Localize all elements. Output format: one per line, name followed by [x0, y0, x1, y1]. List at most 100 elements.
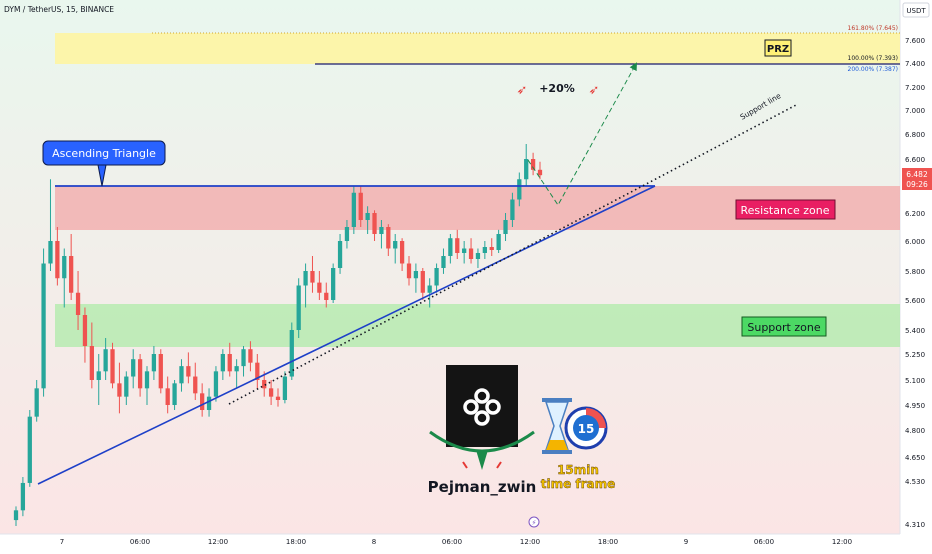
price-tick-label: 4.800	[905, 427, 925, 435]
timeframe-line2: time frame	[541, 477, 616, 491]
hourglass-icon	[542, 398, 572, 454]
candle-body	[399, 241, 405, 264]
time-tick-label: 06:00	[754, 538, 774, 546]
candle-body	[62, 256, 67, 279]
price-tick-label: 4.950	[905, 402, 925, 410]
fib-1618-label: 161.80% (7.645)	[848, 25, 898, 32]
candle-body	[82, 315, 88, 346]
time-tick-label: 06:00	[442, 538, 462, 546]
candle-body	[537, 169, 543, 176]
time-tick-label: 8	[372, 538, 376, 546]
candle-body	[386, 227, 391, 249]
candle-body	[441, 256, 446, 268]
time-tick-label: 18:00	[598, 538, 618, 546]
candle-body	[482, 247, 487, 253]
rocket-icon-right: ➶	[589, 83, 600, 98]
price-tick-label: 5.800	[905, 268, 925, 276]
symbol-header: DYM / TetherUS, 15, BINANCE	[4, 5, 114, 14]
time-tick-label: 18:00	[286, 538, 306, 546]
price-tick-label: 4.650	[905, 454, 925, 462]
fib-100-label: 100.00% (7.393)	[848, 55, 898, 62]
plot-background	[0, 0, 900, 534]
candle-body	[503, 220, 508, 234]
candle-body	[275, 396, 281, 400]
candle-body	[20, 482, 26, 511]
candle-body	[179, 366, 184, 384]
candle-body	[331, 268, 336, 300]
candle-body	[517, 179, 522, 200]
candle-body	[393, 241, 398, 249]
candle-body	[337, 241, 343, 268]
price-tick-label: 6.800	[905, 131, 925, 139]
target-gain-label: +20%	[539, 82, 575, 95]
candle-body	[496, 234, 501, 250]
price-tick-label: 5.600	[905, 297, 925, 305]
rocket-icon: ➶	[517, 83, 528, 98]
prz-zone	[55, 33, 900, 64]
candle-body	[530, 159, 536, 170]
time-tick-label: 9	[684, 538, 688, 546]
candle-body	[213, 371, 219, 397]
time-axis-ticks: 7 06:00 12:00 18:00 8 06:00 12:00 18:00 9 06:00 12…	[60, 538, 852, 546]
candle-body	[144, 371, 150, 389]
candle-body	[241, 349, 246, 367]
candle-body	[89, 346, 94, 380]
candle-body	[282, 376, 288, 400]
price-tick-label: 5.250	[905, 351, 925, 359]
candle-body	[427, 285, 432, 293]
candle-body	[255, 362, 260, 380]
candle-body	[34, 388, 39, 417]
fib-200-label: 200.00% (7.387)	[848, 66, 898, 73]
price-tick-label: 7.600	[905, 37, 925, 45]
price-tick-label: 7.000	[905, 107, 925, 115]
price-tick-label: 6.000	[905, 238, 925, 246]
support-zone-badge	[741, 316, 827, 337]
time-tick-label: 12:00	[520, 538, 540, 546]
candle-body	[448, 238, 453, 256]
candle-body	[158, 354, 163, 389]
currency-box[interactable]	[902, 2, 930, 18]
candle-body	[462, 248, 467, 253]
resistance-zone-label: Resistance zone	[740, 204, 829, 217]
candle-body	[372, 213, 377, 234]
candle-body	[489, 247, 494, 250]
candle-body	[165, 388, 170, 405]
candle-body	[434, 268, 439, 286]
last-price-badge	[902, 168, 932, 190]
candle-body	[365, 213, 370, 220]
price-tick-label: 5.400	[905, 327, 925, 335]
event-marker[interactable]	[528, 516, 540, 528]
currency-label: USDT	[906, 7, 926, 15]
time-tick-label: 12:00	[832, 538, 852, 546]
candle-body	[455, 238, 460, 253]
candle-body	[41, 263, 46, 389]
timeframe-line1: 15min	[557, 463, 599, 477]
candle-body	[96, 371, 101, 380]
candle-body	[475, 253, 481, 259]
candle-body	[351, 192, 356, 227]
candle-body	[206, 396, 212, 410]
lightning-icon: ⚡	[532, 519, 537, 527]
candle-body	[289, 330, 294, 377]
price-tick-label: 6.600	[905, 156, 925, 164]
ascending-trendline	[37, 185, 656, 485]
candle-body	[310, 271, 315, 283]
dotted-support-line	[228, 103, 799, 405]
candle-body	[413, 271, 419, 279]
candle-body	[358, 192, 363, 220]
candle-body	[262, 380, 267, 389]
candle-body	[220, 354, 225, 372]
prz-badge	[764, 39, 792, 57]
time-tick-label: 12:00	[208, 538, 228, 546]
candle-body	[268, 388, 274, 397]
prz-label: PRZ	[767, 44, 789, 55]
resistance-zone-badge	[735, 199, 836, 220]
candle-body	[137, 359, 143, 389]
candle-body	[117, 383, 122, 397]
candle-body	[75, 292, 81, 315]
time-tick-label: 7	[60, 538, 64, 546]
candle-body	[193, 376, 198, 394]
candle-body	[317, 282, 322, 293]
